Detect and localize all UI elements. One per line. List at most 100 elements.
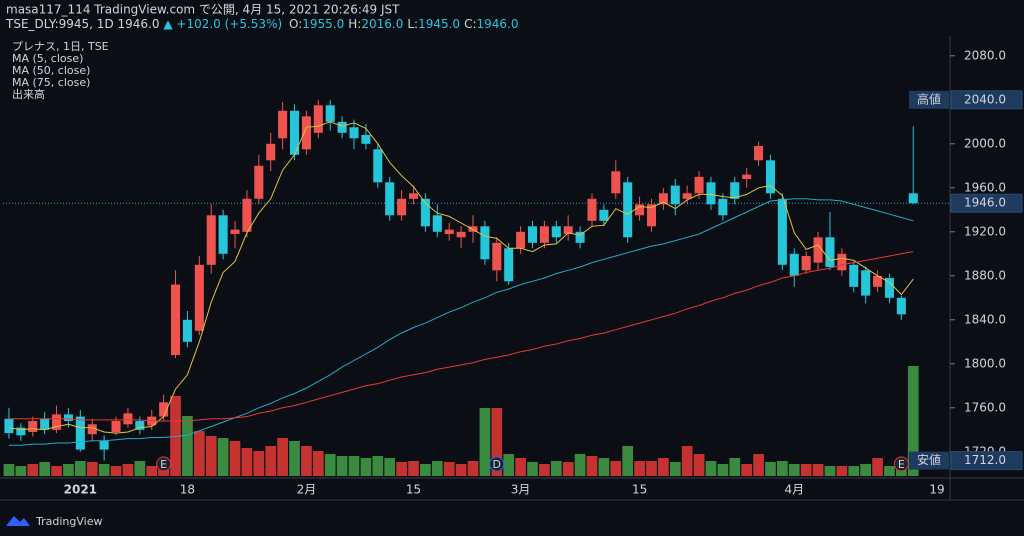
candle-body <box>456 231 466 238</box>
volume-bar <box>241 448 253 476</box>
candle-body <box>194 264 204 331</box>
volume-bar <box>884 466 895 476</box>
candle-body <box>159 402 169 417</box>
event-marker <box>893 456 909 472</box>
candle-body <box>182 319 192 342</box>
ohlc-value: 1946.0 <box>477 17 519 31</box>
volume-bar <box>907 366 919 476</box>
low-value-box <box>950 451 1023 471</box>
ohlc-label: O: <box>289 17 302 31</box>
volume-bar <box>788 464 800 476</box>
volume-bar <box>431 461 443 476</box>
volume-bar <box>122 464 134 476</box>
candle-body <box>539 226 549 243</box>
volume-bar <box>27 464 39 476</box>
volume-bar <box>98 464 110 476</box>
volume-bar <box>182 416 193 476</box>
candle-body <box>587 198 597 221</box>
high-title-box <box>909 90 949 109</box>
candle-body <box>420 198 430 227</box>
candle-body <box>218 215 228 254</box>
volume-bar <box>384 458 396 476</box>
volume-bar <box>896 468 907 476</box>
volume-bar <box>205 436 217 476</box>
volume-bar <box>848 466 860 476</box>
candle-body <box>635 204 645 216</box>
ohlc-label: H: <box>348 17 361 31</box>
candle-body <box>63 414 73 421</box>
candle-body <box>349 127 359 139</box>
candle-body <box>254 165 264 199</box>
volume-bar <box>753 454 764 476</box>
candle-body <box>765 160 775 194</box>
volume-bar <box>586 456 598 476</box>
volume-bar <box>63 464 74 476</box>
low-title: 安値 <box>917 452 941 467</box>
volume-bar <box>562 462 574 476</box>
candle-body <box>266 143 276 161</box>
candle-body <box>777 198 787 265</box>
high-value: 2040.0 <box>964 92 1006 106</box>
volume-bar <box>705 461 717 476</box>
y-tick-label: 1840.0 <box>964 312 1006 326</box>
y-tick-label: 1920.0 <box>964 224 1006 238</box>
ohlc-label: C: <box>464 17 476 31</box>
candle-body <box>516 231 526 249</box>
x-tick-label: 19 <box>929 483 944 497</box>
volume-bar <box>372 456 384 476</box>
volume-bar <box>693 454 705 476</box>
y-tick-label: 1760.0 <box>964 400 1006 414</box>
legend-entry: 出来高 <box>12 87 45 101</box>
candle-body <box>99 440 109 450</box>
candle-body <box>397 198 407 216</box>
volume-bar <box>277 438 288 476</box>
candle-body <box>825 237 835 267</box>
candle-body <box>75 416 85 450</box>
candle-body <box>611 171 621 194</box>
header-line1: masa117_114 TradingView.com で公開, 4月 15, … <box>6 3 400 17</box>
volume-bar <box>443 462 455 476</box>
y-tick-label: 1960.0 <box>964 180 1006 194</box>
volume-bar <box>479 408 491 476</box>
candle-body <box>28 421 38 432</box>
volume-bar <box>360 458 372 476</box>
y-tick-label: 1800.0 <box>964 356 1006 370</box>
high-title: 高値 <box>917 91 941 106</box>
volume-bar <box>610 461 622 476</box>
candle-body <box>789 253 799 276</box>
candle-body <box>52 414 62 430</box>
event-marker <box>156 456 172 472</box>
volume-bar <box>824 466 836 476</box>
candle-body <box>408 193 419 199</box>
candle-body <box>492 242 502 271</box>
low-value: 1712.0 <box>964 453 1006 467</box>
volume-bar <box>872 458 883 476</box>
header-line2: TSE_DLY:9945, 1D 1946.0 ▲ +102.0 (+5.53%… <box>5 17 519 31</box>
volume-bar <box>229 441 241 476</box>
candle-body <box>813 237 823 263</box>
volume-bar <box>193 431 205 476</box>
volume-bar <box>669 462 681 476</box>
candle-body <box>575 231 585 243</box>
volume-bar <box>134 461 146 476</box>
volume-bar <box>491 408 503 476</box>
candle-body <box>373 149 383 183</box>
symbol: TSE_DLY:9945, 1D <box>5 17 114 31</box>
price: 1946.0 <box>118 17 160 31</box>
candle-body <box>385 182 395 216</box>
volume-bar <box>812 464 824 476</box>
volume-bar <box>110 466 122 476</box>
volume-bar <box>860 464 872 476</box>
legend-entry: MA (75, close) <box>12 76 90 89</box>
volume-bar <box>681 446 693 476</box>
candle-body <box>742 174 752 179</box>
volume-bar <box>146 466 158 476</box>
candle-body <box>325 105 335 122</box>
candle-body <box>444 229 454 234</box>
volume-bar <box>312 451 324 476</box>
volume-bar <box>348 456 360 476</box>
volume-bar <box>74 461 86 476</box>
volume-bar <box>622 446 634 476</box>
volume-bar <box>289 441 300 476</box>
